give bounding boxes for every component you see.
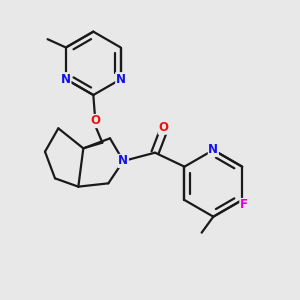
Text: O: O <box>90 115 100 128</box>
Text: O: O <box>158 121 168 134</box>
Text: N: N <box>61 73 71 86</box>
Text: N: N <box>118 154 128 167</box>
Text: N: N <box>116 73 126 86</box>
Text: N: N <box>208 143 218 157</box>
Text: F: F <box>240 199 248 212</box>
